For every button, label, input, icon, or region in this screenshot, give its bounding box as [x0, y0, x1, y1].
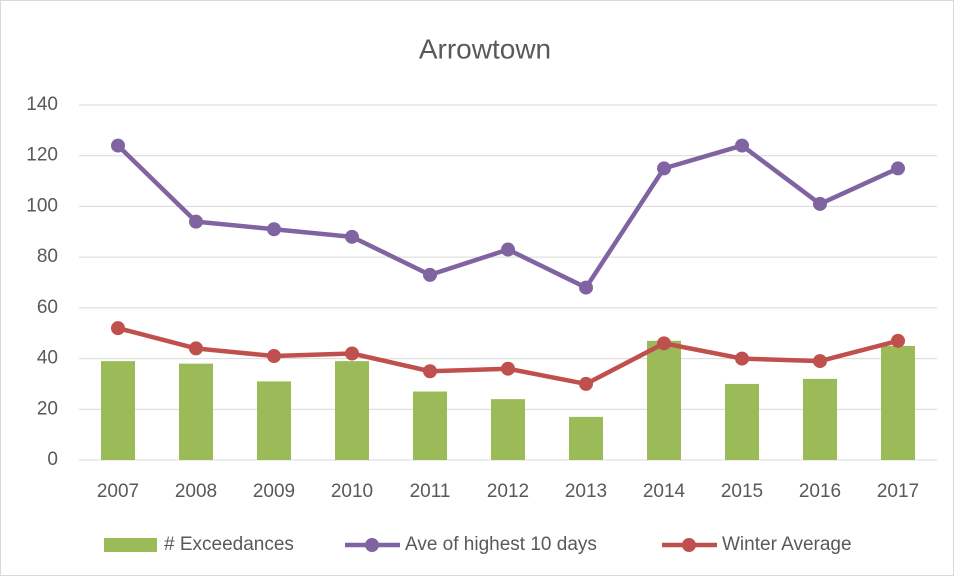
x-tick-label: 2009 [253, 481, 295, 502]
marker [345, 229, 359, 244]
y-tick-label: 60 [37, 297, 58, 318]
bar [179, 363, 213, 460]
y-tick-label: 40 [37, 348, 58, 369]
y-tick-label: 120 [26, 145, 58, 166]
marker [267, 349, 281, 364]
legend-label: Ave of highest 10 days [405, 534, 597, 555]
bar [647, 340, 681, 460]
y-tick-label: 100 [26, 195, 58, 216]
legend-swatch [104, 538, 157, 552]
marker [579, 376, 593, 391]
y-tick-label: 20 [37, 398, 58, 419]
marker [735, 138, 749, 153]
legend-label: Winter Average [722, 534, 852, 555]
x-tick-label: 2012 [487, 481, 529, 502]
chart-title: Arrowtown [419, 33, 551, 64]
y-tick-label: 80 [37, 246, 58, 267]
marker [657, 336, 671, 351]
bar [335, 361, 369, 460]
marker [267, 222, 281, 237]
x-tick-label: 2015 [721, 481, 763, 502]
x-tick-label: 2010 [331, 481, 373, 502]
bar [725, 383, 759, 460]
marker [189, 214, 203, 229]
marker [813, 354, 827, 369]
bar [803, 378, 837, 460]
x-tick-label: 2017 [877, 481, 919, 502]
x-tick-label: 2016 [799, 481, 841, 502]
legend-label: # Exceedances [164, 534, 294, 555]
marker [423, 364, 437, 379]
bar [257, 381, 291, 460]
bar [881, 345, 915, 460]
x-tick-label: 2007 [97, 481, 139, 502]
marker [579, 280, 593, 295]
x-tick-label: 2011 [410, 481, 451, 502]
legend-marker [365, 538, 379, 552]
bar [569, 416, 603, 460]
marker [111, 138, 125, 153]
bar [491, 399, 525, 460]
legend-marker [682, 538, 696, 552]
marker [813, 196, 827, 211]
marker [891, 161, 905, 176]
x-tick-label: 2014 [643, 481, 686, 502]
marker [189, 341, 203, 356]
bar [101, 361, 135, 460]
marker [657, 161, 671, 176]
marker [501, 361, 515, 376]
marker [423, 267, 437, 282]
x-tick-label: 2013 [565, 481, 607, 502]
bar [413, 391, 447, 460]
marker [891, 333, 905, 348]
marker [111, 321, 125, 336]
marker [501, 242, 515, 257]
x-tick-label: 2008 [175, 481, 217, 502]
marker [735, 351, 749, 366]
marker [345, 346, 359, 361]
y-tick-label: 140 [26, 94, 58, 115]
y-tick-label: 0 [47, 449, 58, 470]
